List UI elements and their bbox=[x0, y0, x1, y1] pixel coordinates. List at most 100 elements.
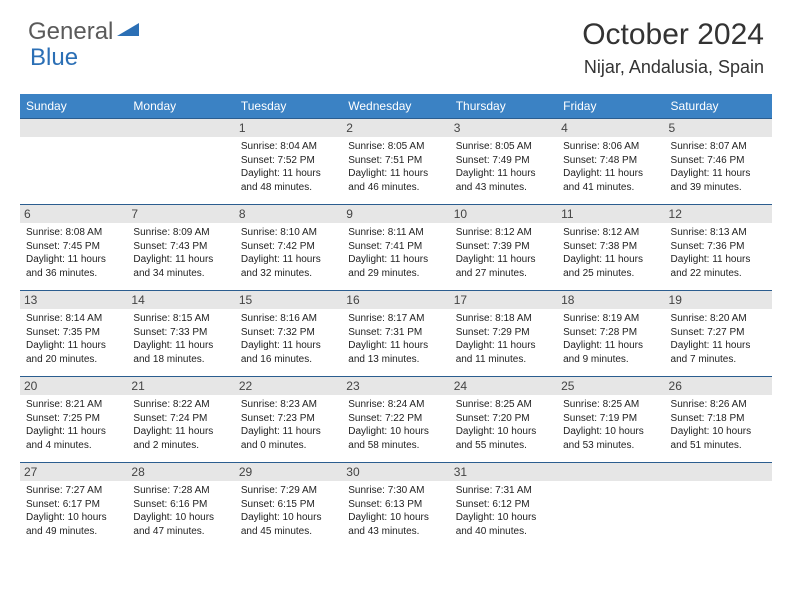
day-header: Wednesday bbox=[342, 94, 449, 119]
day-cell: 9 Sunrise: 8:11 AMSunset: 7:41 PMDaylight… bbox=[342, 205, 449, 291]
day-number: 7 bbox=[127, 205, 234, 223]
day-cell: 21 Sunrise: 8:22 AMSunset: 7:24 PMDayligh… bbox=[127, 377, 234, 463]
day-number: 26 bbox=[665, 377, 772, 395]
day-cell: 30Sunrise: 7:30 AMSunset: 6:13 PMDayligh… bbox=[342, 463, 449, 549]
day-cell: 31Sunrise: 7:31 AMSunset: 6:12 PMDayligh… bbox=[450, 463, 557, 549]
logo-text-general: General bbox=[28, 18, 113, 46]
day-cell: 8Sunrise: 8:10 AMSunset: 7:42 PMDaylight… bbox=[235, 205, 342, 291]
day-info: Sunrise: 7:29 AMSunset: 6:15 PMDaylight:… bbox=[241, 484, 336, 538]
day-number: 3 bbox=[450, 119, 557, 137]
calendar-body: 1 Sunrise: 8:04 AMSunset: 7:52 PMDaylight… bbox=[20, 119, 772, 549]
day-info: Sunrise: 8:18 AMSunset: 7:29 PMDaylight:… bbox=[456, 312, 551, 366]
month-title: October 2024 bbox=[582, 18, 764, 51]
day-number: 21 bbox=[127, 377, 234, 395]
day-info: Sunrise: 8:05 AMSunset: 7:49 PMDaylight:… bbox=[456, 140, 551, 194]
week-row: 6Sunrise: 8:08 AMSunset: 7:45 PMDaylight… bbox=[20, 205, 772, 291]
day-number: 29 bbox=[235, 463, 342, 481]
day-number: 27 bbox=[20, 463, 127, 481]
day-cell: 2Sunrise: 8:05 AMSunset: 7:51 PMDaylight… bbox=[342, 119, 449, 205]
day-cell: 15 Sunrise: 8:16 AMSunset: 7:32 PMDayligh… bbox=[235, 291, 342, 377]
logo-text-blue: Blue bbox=[30, 44, 78, 71]
day-number: 9 bbox=[342, 205, 449, 223]
week-row: 1 Sunrise: 8:04 AMSunset: 7:52 PMDaylight… bbox=[20, 119, 772, 205]
day-cell: 12Sunrise: 8:13 AMSunset: 7:36 PMDayligh… bbox=[665, 205, 772, 291]
day-cell: 24 Sunrise: 8:25 AMSunset: 7:20 PMDayligh… bbox=[450, 377, 557, 463]
day-number: 1 bbox=[235, 119, 342, 137]
day-info: Sunrise: 8:22 AMSunset: 7:24 PMDaylight:… bbox=[133, 398, 228, 452]
day-cell: 25Sunrise: 8:25 AMSunset: 7:19 PMDayligh… bbox=[557, 377, 664, 463]
day-cell: 10Sunrise: 8:12 AMSunset: 7:39 PMDayligh… bbox=[450, 205, 557, 291]
day-number: 11 bbox=[557, 205, 664, 223]
day-cell: 23Sunrise: 8:24 AMSunset: 7:22 PMDayligh… bbox=[342, 377, 449, 463]
week-row: 20Sunrise: 8:21 AMSunset: 7:25 PMDayligh… bbox=[20, 377, 772, 463]
day-number: 13 bbox=[20, 291, 127, 309]
day-info: Sunrise: 8:06 AMSunset: 7:48 PMDaylight:… bbox=[563, 140, 658, 194]
empty-cell bbox=[557, 463, 664, 549]
day-info: Sunrise: 8:11 AMSunset: 7:41 PMDaylight:… bbox=[348, 226, 443, 280]
day-info: Sunrise: 8:12 AMSunset: 7:39 PMDaylight:… bbox=[456, 226, 551, 280]
day-cell: 19 Sunrise: 8:20 AMSunset: 7:27 PMDayligh… bbox=[665, 291, 772, 377]
day-header-row: SundayMondayTuesdayWednesdayThursdayFrid… bbox=[20, 94, 772, 119]
day-info: Sunrise: 8:20 AMSunset: 7:27 PMDaylight:… bbox=[671, 312, 766, 366]
day-number: 5 bbox=[665, 119, 772, 137]
day-number: 24 bbox=[450, 377, 557, 395]
day-cell: 26Sunrise: 8:26 AMSunset: 7:18 PMDayligh… bbox=[665, 377, 772, 463]
day-cell: 22Sunrise: 8:23 AMSunset: 7:23 PMDayligh… bbox=[235, 377, 342, 463]
day-number: 14 bbox=[127, 291, 234, 309]
day-info: Sunrise: 8:25 AMSunset: 7:19 PMDaylight:… bbox=[563, 398, 658, 452]
day-cell: 29 Sunrise: 7:29 AMSunset: 6:15 PMDayligh… bbox=[235, 463, 342, 549]
day-number: 28 bbox=[127, 463, 234, 481]
day-number: 17 bbox=[450, 291, 557, 309]
day-cell: 3 Sunrise: 8:05 AMSunset: 7:49 PMDaylight… bbox=[450, 119, 557, 205]
day-cell: 20Sunrise: 8:21 AMSunset: 7:25 PMDayligh… bbox=[20, 377, 127, 463]
day-number: 2 bbox=[342, 119, 449, 137]
day-info: Sunrise: 8:14 AMSunset: 7:35 PMDaylight:… bbox=[26, 312, 121, 366]
day-info: Sunrise: 8:21 AMSunset: 7:25 PMDaylight:… bbox=[26, 398, 121, 452]
day-info: Sunrise: 8:25 AMSunset: 7:20 PMDaylight:… bbox=[456, 398, 551, 452]
week-row: 13 Sunrise: 8:14 AMSunset: 7:35 PMDayligh… bbox=[20, 291, 772, 377]
day-header: Thursday bbox=[450, 94, 557, 119]
logo: General bbox=[28, 18, 141, 46]
day-info: Sunrise: 8:16 AMSunset: 7:32 PMDaylight:… bbox=[241, 312, 336, 366]
day-number: 15 bbox=[235, 291, 342, 309]
day-cell: 6Sunrise: 8:08 AMSunset: 7:45 PMDaylight… bbox=[20, 205, 127, 291]
day-number: 12 bbox=[665, 205, 772, 223]
day-number bbox=[557, 463, 664, 481]
day-cell: 4 Sunrise: 8:06 AMSunset: 7:48 PMDaylight… bbox=[557, 119, 664, 205]
day-number: 30 bbox=[342, 463, 449, 481]
day-info: Sunrise: 7:31 AMSunset: 6:12 PMDaylight:… bbox=[456, 484, 551, 538]
day-number: 16 bbox=[342, 291, 449, 309]
day-cell: 1 Sunrise: 8:04 AMSunset: 7:52 PMDaylight… bbox=[235, 119, 342, 205]
day-header: Monday bbox=[127, 94, 234, 119]
day-header: Saturday bbox=[665, 94, 772, 119]
day-info: Sunrise: 8:04 AMSunset: 7:52 PMDaylight:… bbox=[241, 140, 336, 194]
empty-cell bbox=[127, 119, 234, 205]
title-block: October 2024 Nijar, Andalusia, Spain bbox=[582, 18, 764, 78]
day-info: Sunrise: 8:15 AMSunset: 7:33 PMDaylight:… bbox=[133, 312, 228, 366]
day-number: 22 bbox=[235, 377, 342, 395]
day-header: Tuesday bbox=[235, 94, 342, 119]
day-number: 4 bbox=[557, 119, 664, 137]
calendar-table: SundayMondayTuesdayWednesdayThursdayFrid… bbox=[20, 94, 772, 549]
day-cell: 13 Sunrise: 8:14 AMSunset: 7:35 PMDayligh… bbox=[20, 291, 127, 377]
day-info: Sunrise: 8:24 AMSunset: 7:22 PMDaylight:… bbox=[348, 398, 443, 452]
day-cell: 18Sunrise: 8:19 AMSunset: 7:28 PMDayligh… bbox=[557, 291, 664, 377]
day-number: 19 bbox=[665, 291, 772, 309]
empty-cell bbox=[20, 119, 127, 205]
location-text: Nijar, Andalusia, Spain bbox=[582, 57, 764, 78]
day-number: 6 bbox=[20, 205, 127, 223]
day-cell: 17 Sunrise: 8:18 AMSunset: 7:29 PMDayligh… bbox=[450, 291, 557, 377]
day-cell: 16 Sunrise: 8:17 AMSunset: 7:31 PMDayligh… bbox=[342, 291, 449, 377]
day-header: Sunday bbox=[20, 94, 127, 119]
empty-cell bbox=[665, 463, 772, 549]
day-number bbox=[665, 463, 772, 481]
day-cell: 28Sunrise: 7:28 AMSunset: 6:16 PMDayligh… bbox=[127, 463, 234, 549]
day-header: Friday bbox=[557, 94, 664, 119]
day-info: Sunrise: 8:19 AMSunset: 7:28 PMDaylight:… bbox=[563, 312, 658, 366]
day-info: Sunrise: 8:17 AMSunset: 7:31 PMDaylight:… bbox=[348, 312, 443, 366]
day-cell: 5 Sunrise: 8:07 AMSunset: 7:46 PMDaylight… bbox=[665, 119, 772, 205]
day-info: Sunrise: 8:07 AMSunset: 7:46 PMDaylight:… bbox=[671, 140, 766, 194]
day-cell: 11Sunrise: 8:12 AMSunset: 7:38 PMDayligh… bbox=[557, 205, 664, 291]
logo-blue-wrap: Blue bbox=[30, 44, 78, 72]
day-info: Sunrise: 8:10 AMSunset: 7:42 PMDaylight:… bbox=[241, 226, 336, 280]
